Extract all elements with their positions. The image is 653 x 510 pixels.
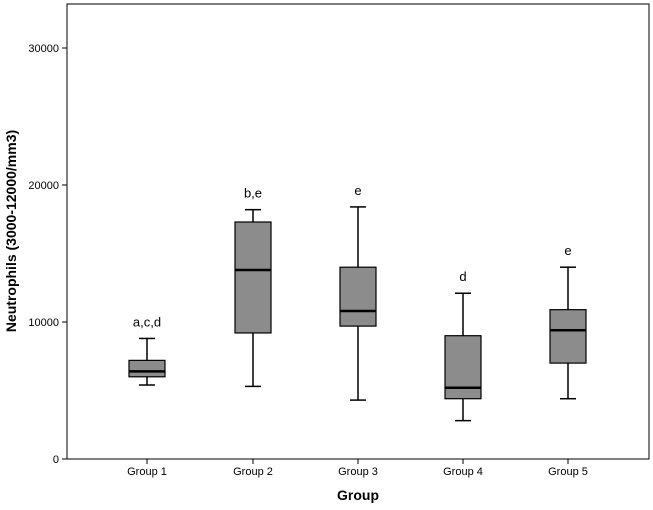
y-tick-label: 10000 — [28, 317, 59, 329]
significance-label: e — [564, 243, 571, 258]
iqr-box — [128, 359, 166, 378]
iqr-box — [444, 335, 482, 400]
box-4: d — [444, 269, 482, 422]
box-2: b,e — [234, 186, 272, 388]
y-axis: 0 10000 20000 30000 — [28, 43, 67, 466]
box-3: e — [339, 183, 377, 401]
x-tick-label: Group 5 — [548, 466, 588, 478]
x-axis-title: Group — [337, 487, 379, 503]
y-axis-title: Neutrophils (3000-12000/mm3) — [3, 130, 19, 332]
x-tick-label: Group 3 — [338, 466, 378, 478]
x-axis: Group 1 Group 2 Group 3 Group 4 Group 5 — [127, 459, 588, 478]
boxes-layer: a,c,d b,e e d e — [128, 183, 587, 422]
iqr-box — [234, 221, 272, 334]
significance-label: d — [459, 269, 466, 284]
iqr-box — [549, 309, 587, 364]
y-tick-label: 20000 — [28, 180, 59, 192]
y-tick-label: 30000 — [28, 43, 59, 55]
significance-label: a,c,d — [133, 314, 161, 329]
x-tick-label: Group 4 — [443, 466, 483, 478]
significance-label: b,e — [244, 186, 262, 201]
box-5: e — [549, 243, 587, 400]
x-tick-label: Group 2 — [233, 466, 273, 478]
significance-label: e — [354, 183, 361, 198]
y-tick-label: 0 — [53, 454, 59, 466]
x-tick-label: Group 1 — [127, 466, 167, 478]
iqr-box — [339, 266, 377, 327]
box-1: a,c,d — [128, 314, 166, 386]
